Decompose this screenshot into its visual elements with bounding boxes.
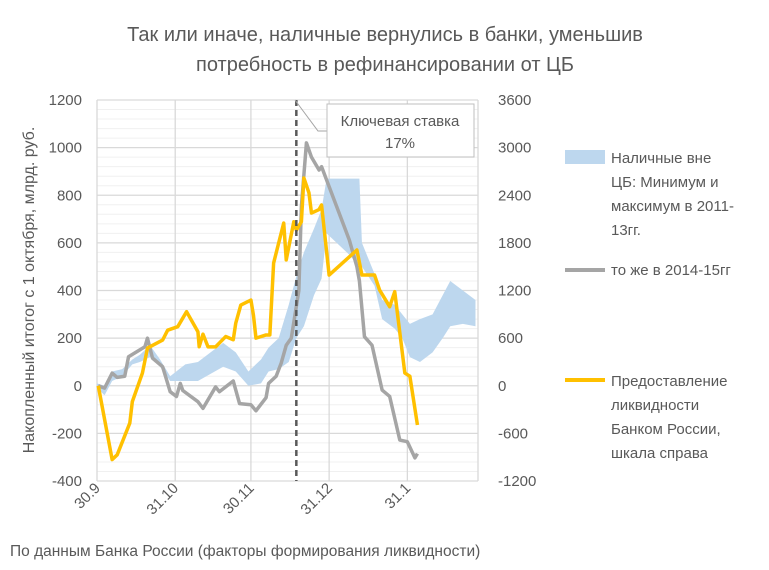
legend-band-label: максимум в 2011- — [611, 198, 734, 215]
y-tick-label: 600 — [57, 235, 82, 252]
y-tick-label: 200 — [57, 330, 82, 347]
legend-band-label: Наличные вне — [611, 150, 711, 167]
y2-tick-label: 600 — [498, 330, 523, 347]
legend-yellow-label: Предоставление — [611, 373, 728, 390]
y2-tick-label: 3000 — [498, 140, 531, 157]
y2-tick-label: -600 — [498, 425, 528, 442]
legend-yellow-label: Банком России, — [611, 421, 721, 438]
y2-tick-label: 1200 — [498, 283, 531, 300]
legend-gray-label: то же в 2014-15гг — [611, 262, 731, 279]
callout-line1: Ключевая ставка — [341, 113, 460, 130]
y2-tick-label: -1200 — [498, 473, 536, 490]
source-note: По данным Банка России (факторы формиров… — [10, 543, 480, 560]
callout-line2: 17% — [385, 135, 415, 152]
y2-tick-label: 1800 — [498, 235, 531, 252]
y-tick-label: 1200 — [49, 92, 82, 109]
line-cbr-liquidity — [96, 176, 420, 462]
y2-tick-label: 3600 — [498, 92, 531, 109]
legend-yellow-label: ликвидности — [611, 397, 699, 414]
legend-band-swatch — [565, 150, 605, 164]
y2-tick-label: 2400 — [498, 187, 531, 204]
y-tick-label: 1000 — [49, 140, 82, 157]
callout-leader — [294, 99, 327, 132]
callout-box — [326, 103, 475, 158]
legend-band-label: 13гг. — [611, 222, 641, 239]
legend-yellow-label: шкала справа — [611, 445, 709, 462]
y-tick-label: -400 — [52, 473, 82, 490]
legend-band-label: ЦБ: Минимум и — [611, 174, 718, 191]
chart-title-line1: Так или иначе, наличные вернулись в банк… — [127, 24, 643, 46]
y-tick-label: -200 — [52, 425, 82, 442]
y-tick-label: 800 — [57, 187, 82, 204]
chart-title-line2: потребность в рефинансировании от ЦБ — [196, 54, 574, 76]
band-cash-min-max-2011-13 — [97, 178, 476, 396]
y2-tick-label: 0 — [498, 378, 506, 395]
annotation-callout: Ключевая ставка 17% — [294, 99, 475, 158]
y-axis-label: Накопленный итогог с 1 октября, млрд. ру… — [21, 127, 38, 454]
legend: Наличные вне ЦБ: Минимум и максимум в 2011… — [565, 150, 734, 462]
y-tick-label: 400 — [57, 283, 82, 300]
y-tick-label: 0 — [74, 378, 82, 395]
